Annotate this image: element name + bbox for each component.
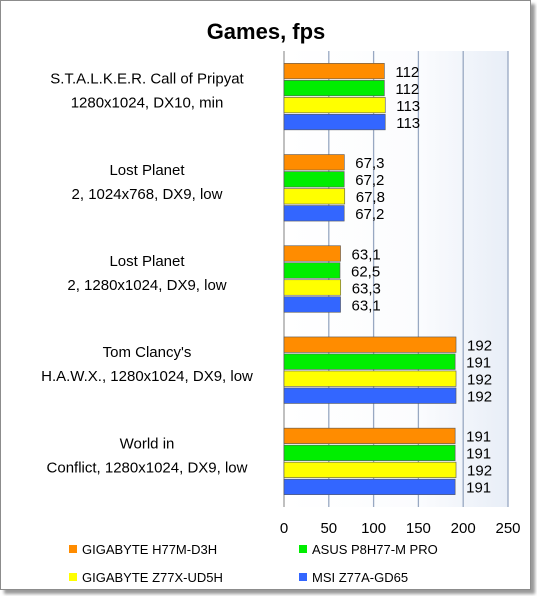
x-tick-label: 250 <box>495 520 520 537</box>
category-label: Conflict, 1280x1024, DX9, low <box>47 459 248 476</box>
bars <box>283 63 457 495</box>
bar <box>283 154 345 171</box>
bar <box>283 262 341 279</box>
bar <box>283 444 456 461</box>
legend-label: GIGABYTE Z77X-UD5H <box>82 570 223 585</box>
bar-value-label: 191 <box>466 446 491 463</box>
bar-value-label: 67,2 <box>355 206 384 223</box>
legend-label: MSI Z77A-GD65 <box>312 570 408 585</box>
bar <box>283 353 456 370</box>
bar <box>283 279 342 296</box>
bar-value-label: 113 <box>396 115 420 132</box>
category-label: Tom Clancy's <box>103 344 192 361</box>
bar-value-label: 63,3 <box>352 280 381 297</box>
category-label: World in <box>120 435 175 452</box>
bar-value-label: 191 <box>466 429 491 446</box>
bar <box>283 245 341 262</box>
bar-value-label: 62,5 <box>351 263 380 280</box>
bar <box>283 478 456 495</box>
category-label: 2, 1024x768, DX9, low <box>72 186 223 203</box>
legend: GIGABYTE H77M-D3H ASUS P8H77-M PRO GIGABYT… <box>69 542 438 585</box>
bar <box>283 296 341 313</box>
bar <box>283 114 386 131</box>
bar <box>283 370 457 387</box>
bar-value-label: 192 <box>467 388 492 405</box>
legend-label: ASUS P8H77-M PRO <box>312 542 438 557</box>
bar <box>283 80 385 97</box>
bar-value-label: 191 <box>466 354 491 371</box>
bar <box>283 427 456 444</box>
data-labels: 11211211311367,367,267,867,263,162,563,3… <box>351 64 492 497</box>
bar <box>283 63 385 80</box>
bar <box>283 188 346 205</box>
bar <box>283 97 386 114</box>
bar <box>283 205 345 222</box>
x-tick-label: 100 <box>361 520 386 537</box>
x-tick-label: 200 <box>451 520 476 537</box>
x-axis-ticks: 0 50 100 150 200 250 <box>280 520 521 537</box>
chart-title: Games, fps <box>207 19 326 44</box>
legend-swatch <box>299 545 307 553</box>
x-tick-label: 0 <box>280 520 288 537</box>
category-label: S.T.A.L.K.E.R. Call of Pripyat <box>50 71 244 88</box>
bar-value-label: 67,3 <box>355 155 384 172</box>
category-label: 1280x1024, DX10, min <box>71 95 224 112</box>
bar <box>283 171 345 188</box>
category-labels: S.T.A.L.K.E.R. Call of Pripyat 1280x1024,… <box>41 71 253 477</box>
bar-value-label: 67,2 <box>355 172 384 189</box>
bar-value-label: 191 <box>466 480 491 497</box>
bar-value-label: 192 <box>467 371 492 388</box>
bar-value-label: 192 <box>467 337 492 354</box>
category-label: 2, 1280x1024, DX9, low <box>67 277 226 294</box>
bar <box>283 387 457 404</box>
bar-value-label: 112 <box>395 64 419 81</box>
bar-value-label: 113 <box>396 98 420 115</box>
legend-swatch <box>299 573 307 581</box>
x-tick-label: 50 <box>320 520 337 537</box>
bar-value-label: 67,8 <box>356 189 385 206</box>
bar-value-label: 192 <box>467 463 492 480</box>
bar <box>283 461 457 478</box>
legend-swatch <box>69 573 77 581</box>
bar-value-label: 63,1 <box>352 246 381 263</box>
games-fps-bar-chart: Games, fps 11211211311367,367,267,867,26… <box>41 19 521 585</box>
category-label: Lost Planet <box>109 162 185 179</box>
bar <box>283 336 457 353</box>
chart-frame: Games, fps 112 112 113 113 67,3 67,2 67,8 67,2 6… <box>0 0 531 590</box>
bar-value-label: 63,1 <box>352 297 381 314</box>
bar-value-label: 112 <box>395 81 419 98</box>
legend-swatch <box>69 545 77 553</box>
x-tick-label: 150 <box>406 520 431 537</box>
category-label: H.A.W.X., 1280x1024, DX9, low <box>41 368 253 385</box>
category-label: Lost Planet <box>109 253 185 270</box>
legend-label: GIGABYTE H77M-D3H <box>82 542 217 557</box>
